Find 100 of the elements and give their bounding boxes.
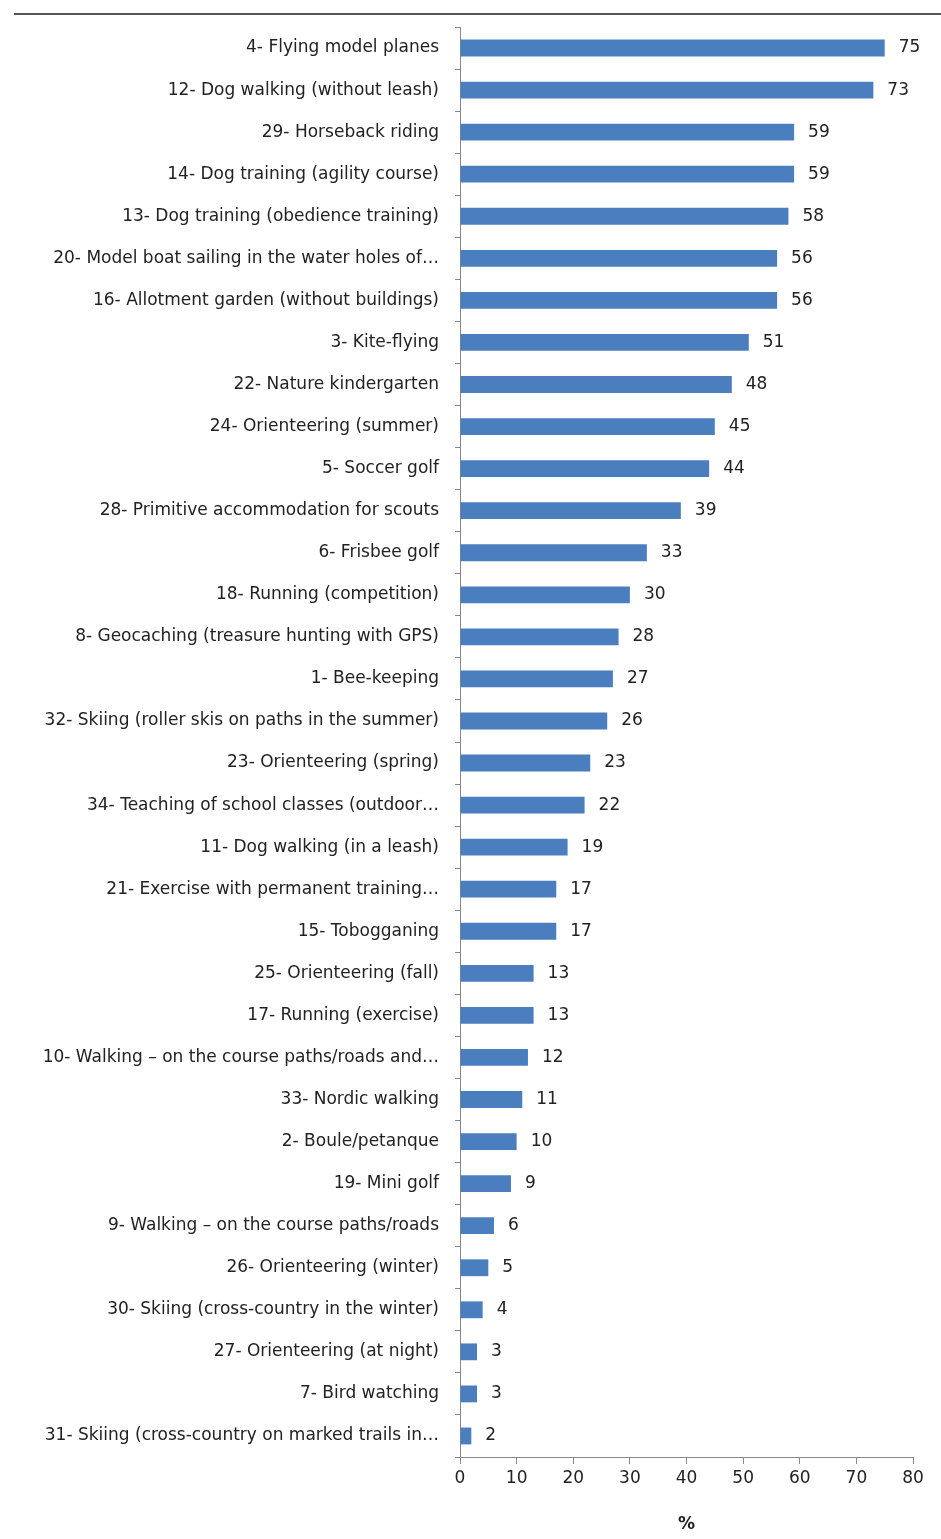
y-tick-label: 27- Orienteering (at night) (213, 1340, 439, 1361)
bar (460, 628, 619, 646)
data-label: 56 (791, 288, 813, 309)
y-tick-label: 20- Model boat sailing in the water holes of… (53, 246, 439, 267)
bar (460, 1133, 517, 1150)
y-tick-label: 32- Skiing (roller skis on paths in the summer) (44, 709, 439, 730)
y-tick-label: 8- Geocaching (treasure hunting with GPS) (75, 625, 439, 646)
data-label: 30 (643, 583, 666, 604)
y-tick-label: 9- Walking – on the course paths/roads (107, 1214, 440, 1235)
data-label: 56 (791, 246, 813, 267)
x-tick-label: 80 (902, 1466, 924, 1487)
bar (460, 922, 557, 940)
y-tick-label: 34- Teaching of school classes (outdoor… (86, 793, 439, 814)
y-tick-label: 2- Boule/petanque (281, 1129, 439, 1150)
data-label: 9 (524, 1172, 536, 1193)
y-tick-label: 23- Orienteering (spring) (227, 751, 439, 772)
bar (460, 544, 647, 562)
y-tick-label: 28- Primitive accommodation for scouts (99, 499, 440, 520)
data-label: 28 (632, 625, 655, 646)
bar (460, 502, 681, 520)
bar (460, 1217, 494, 1235)
data-label: 39 (694, 499, 717, 520)
y-tick-label: 29- Horseback riding (261, 120, 439, 141)
bar (460, 39, 885, 57)
bar (460, 123, 795, 141)
data-label: 73 (887, 78, 909, 99)
y-tick-label: 19- Mini golf (333, 1172, 440, 1193)
data-label: 3 (490, 1382, 502, 1403)
y-tick-label: 10- Walking – on the course paths/roads and… (42, 1045, 439, 1066)
data-label: 75 (898, 36, 921, 57)
y-tick-label: 21- Exercise with permanent training… (106, 877, 439, 898)
y-tick-label: 18- Running (competition) (215, 583, 439, 604)
bar (460, 1301, 483, 1319)
data-label: 26 (621, 709, 643, 730)
data-label: 11 (536, 1087, 558, 1108)
y-tick-label: 7- Bird watching (299, 1382, 439, 1403)
bar (460, 207, 789, 225)
data-label: 10 (530, 1129, 553, 1150)
y-tick-label: 11- Dog walking (in a leash) (200, 835, 439, 856)
data-label: 2 (485, 1424, 497, 1445)
y-tick-label: 12- Dog walking (without leash) (167, 78, 439, 99)
bar (460, 249, 778, 267)
bar (460, 1385, 477, 1403)
bar (460, 1091, 523, 1108)
data-label: 44 (723, 457, 745, 478)
data-label: 59 (808, 162, 830, 183)
bar (460, 1343, 477, 1361)
y-tick-label: 26- Orienteering (winter) (226, 1256, 439, 1277)
x-tick-label: 70 (845, 1466, 868, 1487)
y-tick-label: 30- Skiing (cross-country in the winter) (107, 1298, 439, 1319)
y-tick-label: 1- Bee-keeping (310, 667, 439, 688)
bar (460, 712, 608, 730)
data-label: 6 (507, 1214, 519, 1235)
bar (460, 460, 710, 478)
data-label: 17 (570, 877, 592, 898)
y-tick-label: 13- Dog training (obedience training) (122, 204, 439, 225)
data-label: 22 (598, 793, 621, 814)
bar (460, 291, 778, 309)
bar (460, 586, 630, 604)
bar (460, 838, 568, 856)
x-tick-label: 20 (562, 1466, 585, 1487)
data-label: 12 (541, 1045, 564, 1066)
y-tick-label: 3- Kite-flying (330, 330, 439, 351)
x-tick-label: 10 (505, 1466, 528, 1487)
x-tick-label: 0 (454, 1466, 466, 1487)
data-label: 3 (490, 1340, 502, 1361)
bar (460, 796, 585, 814)
bar (460, 1006, 534, 1024)
bar (460, 1175, 511, 1193)
data-label: 4 (496, 1298, 508, 1319)
data-label: 17 (570, 919, 592, 940)
data-label: 59 (808, 120, 830, 141)
data-label: 33 (660, 541, 683, 562)
x-axis-title: % (677, 1513, 696, 1534)
x-tick-label: 30 (619, 1466, 641, 1487)
bar (460, 376, 732, 393)
bar (460, 334, 749, 351)
data-label: 5 (502, 1256, 514, 1277)
data-label: 27 (626, 667, 649, 688)
y-tick-label: 15- Tobogganing (297, 919, 439, 940)
bar (460, 1259, 489, 1277)
y-tick-label: 6- Frisbee golf (318, 541, 441, 562)
y-tick-label: 33- Nordic walking (280, 1087, 439, 1108)
y-tick-label: 24- Orienteering (summer) (209, 414, 439, 435)
y-tick-label: 22- Nature kindergarten (233, 372, 439, 393)
data-label: 58 (802, 204, 825, 225)
data-label: 45 (728, 414, 751, 435)
bar (460, 1049, 528, 1066)
bar (460, 964, 534, 982)
data-label: 48 (745, 372, 768, 393)
bar (460, 670, 613, 688)
y-tick-label: 17- Running (exercise) (247, 1003, 439, 1024)
data-label: 13 (547, 961, 570, 982)
y-tick-label: 31- Skiing (cross-country on marked trails in… (44, 1424, 439, 1445)
bar (460, 754, 591, 772)
bar (460, 418, 715, 435)
y-tick-label: 5- Soccer golf (322, 457, 441, 478)
y-tick-label: 14- Dog training (agility course) (167, 162, 439, 183)
y-tick-label: 4- Flying model planes (246, 36, 440, 57)
data-label: 23 (604, 751, 626, 772)
